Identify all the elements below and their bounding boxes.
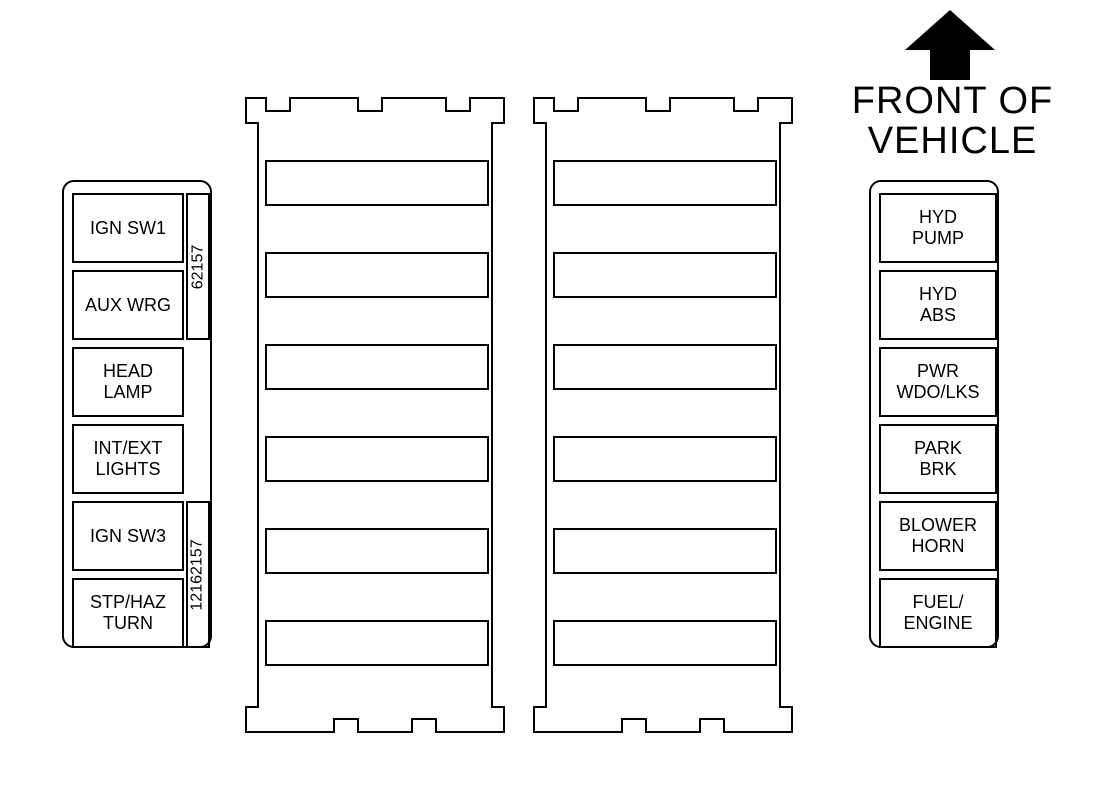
front-of-vehicle-label: FRONT OF VEHICLE [815, 82, 1090, 162]
module-a-slot-4 [265, 436, 489, 482]
left-cell-ign-sw1: IGN SW1 [72, 193, 184, 263]
module-b-slot-2 [553, 252, 777, 298]
right-cell-hyd-abs: HYD ABS [879, 270, 997, 340]
module-a-slot-2 [265, 252, 489, 298]
right-label-column: HYD PUMP HYD ABS PWR WDO/LKS PARK BRK BL… [869, 180, 999, 648]
module-b-slot-3 [553, 344, 777, 390]
right-cell-fuel-eng: FUEL/ ENGINE [879, 578, 997, 648]
module-a-slot-5 [265, 528, 489, 574]
module-a-slot-1 [265, 160, 489, 206]
module-b-slot-4 [553, 436, 777, 482]
left-cell-stp-haz: STP/HAZ TURN [72, 578, 184, 648]
right-cell-pwr-wdo: PWR WDO/LKS [879, 347, 997, 417]
left-cell-aux-wrg: AUX WRG [72, 270, 184, 340]
module-b-slot-6 [553, 620, 777, 666]
fuse-module-b [528, 95, 798, 735]
part-number-text-2: 12162157 [189, 539, 207, 610]
left-cell-int-ext: INT/EXT LIGHTS [72, 424, 184, 494]
module-a-slot-6 [265, 620, 489, 666]
module-a-slot-3 [265, 344, 489, 390]
heading-line-2: VEHICLE [815, 122, 1090, 162]
left-label-column: IGN SW1 AUX WRG HEAD LAMP INT/EXT LIGHTS… [62, 180, 212, 648]
module-b-slot-1 [553, 160, 777, 206]
diagram-canvas: FRONT OF VEHICLE IGN SW1 AUX WRG HEAD LA… [0, 0, 1095, 805]
left-cell-head-lamp: HEAD LAMP [72, 347, 184, 417]
part-number-label-1: 62157 [186, 193, 210, 340]
left-cell-ign-sw3: IGN SW3 [72, 501, 184, 571]
right-cell-park-brk: PARK BRK [879, 424, 997, 494]
part-number-label-2: 12162157 [186, 501, 210, 648]
right-cell-blower: BLOWER HORN [879, 501, 997, 571]
front-arrow-icon [900, 10, 1000, 80]
fuse-module-a [240, 95, 510, 735]
part-number-text-1: 62157 [189, 244, 207, 289]
heading-line-1: FRONT OF [815, 82, 1090, 122]
right-cell-hyd-pump: HYD PUMP [879, 193, 997, 263]
module-b-slot-5 [553, 528, 777, 574]
